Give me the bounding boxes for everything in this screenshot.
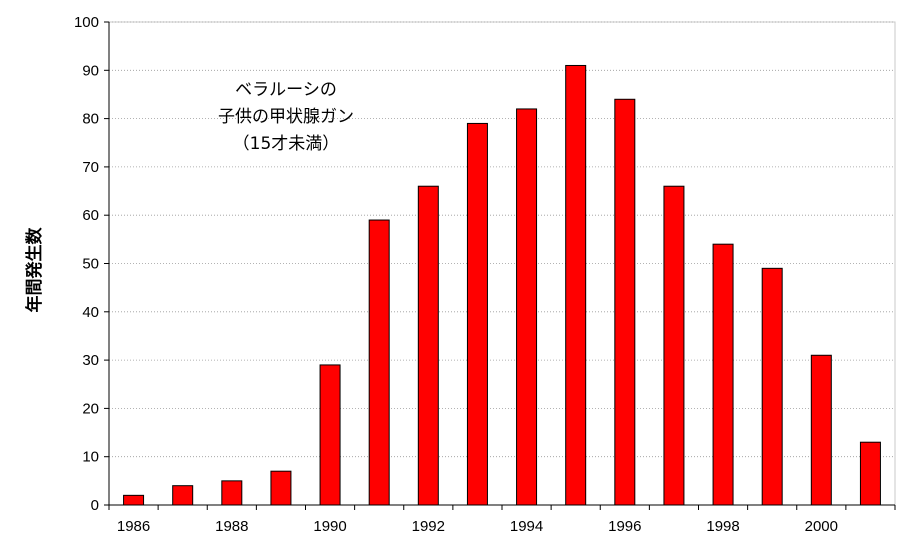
x-tick-label: 1994 bbox=[510, 518, 543, 535]
annotation-line-3: （15才未満） bbox=[233, 134, 340, 154]
x-tick-label: 2000 bbox=[805, 518, 838, 535]
bar bbox=[270, 470, 292, 506]
y-tick-label: 100 bbox=[74, 14, 99, 31]
x-tick-label: 1990 bbox=[313, 518, 346, 535]
y-tick-label: 0 bbox=[91, 497, 99, 514]
bar bbox=[516, 108, 538, 506]
y-tick-label: 60 bbox=[82, 207, 99, 224]
y-tick-label: 80 bbox=[82, 111, 99, 128]
bar bbox=[368, 219, 390, 506]
y-tick-label: 40 bbox=[82, 304, 99, 321]
bar bbox=[859, 441, 881, 506]
bar bbox=[810, 354, 832, 506]
annotation-line-2: 子供の甲状腺ガン bbox=[218, 107, 354, 127]
bars bbox=[123, 64, 881, 506]
axes bbox=[104, 21, 896, 510]
y-tick-label: 50 bbox=[82, 256, 99, 273]
bar bbox=[712, 243, 734, 506]
y-axis-label: 年間発生数 bbox=[24, 227, 45, 313]
x-tick-label: 1986 bbox=[117, 518, 150, 535]
y-tick-label: 70 bbox=[82, 159, 99, 176]
tick-labels: 0 10 20 30 40 50 60 70 80 90 100 1986 1988 1990 1992 19… bbox=[74, 14, 838, 535]
bar bbox=[761, 267, 783, 506]
y-tick-label: 30 bbox=[82, 352, 99, 369]
x-tick-label: 1988 bbox=[215, 518, 248, 535]
bar bbox=[123, 494, 145, 506]
y-tick-label: 20 bbox=[82, 400, 99, 417]
bar bbox=[172, 485, 194, 506]
bar bbox=[417, 185, 439, 506]
x-tick-label: 1998 bbox=[706, 518, 739, 535]
bar bbox=[565, 64, 587, 506]
bar bbox=[663, 185, 685, 506]
bar bbox=[319, 364, 341, 506]
x-tick-label: 1996 bbox=[608, 518, 641, 535]
y-tick-label: 10 bbox=[82, 449, 99, 466]
y-tick-label: 90 bbox=[82, 62, 99, 79]
bar bbox=[466, 122, 488, 506]
annotation: ベラルーシの 子供の甲状腺ガン （15才未満） bbox=[218, 80, 354, 154]
bar bbox=[221, 480, 243, 506]
x-tick-label: 1992 bbox=[412, 518, 445, 535]
annotation-line-1: ベラルーシの bbox=[235, 80, 337, 100]
bar bbox=[614, 98, 636, 506]
